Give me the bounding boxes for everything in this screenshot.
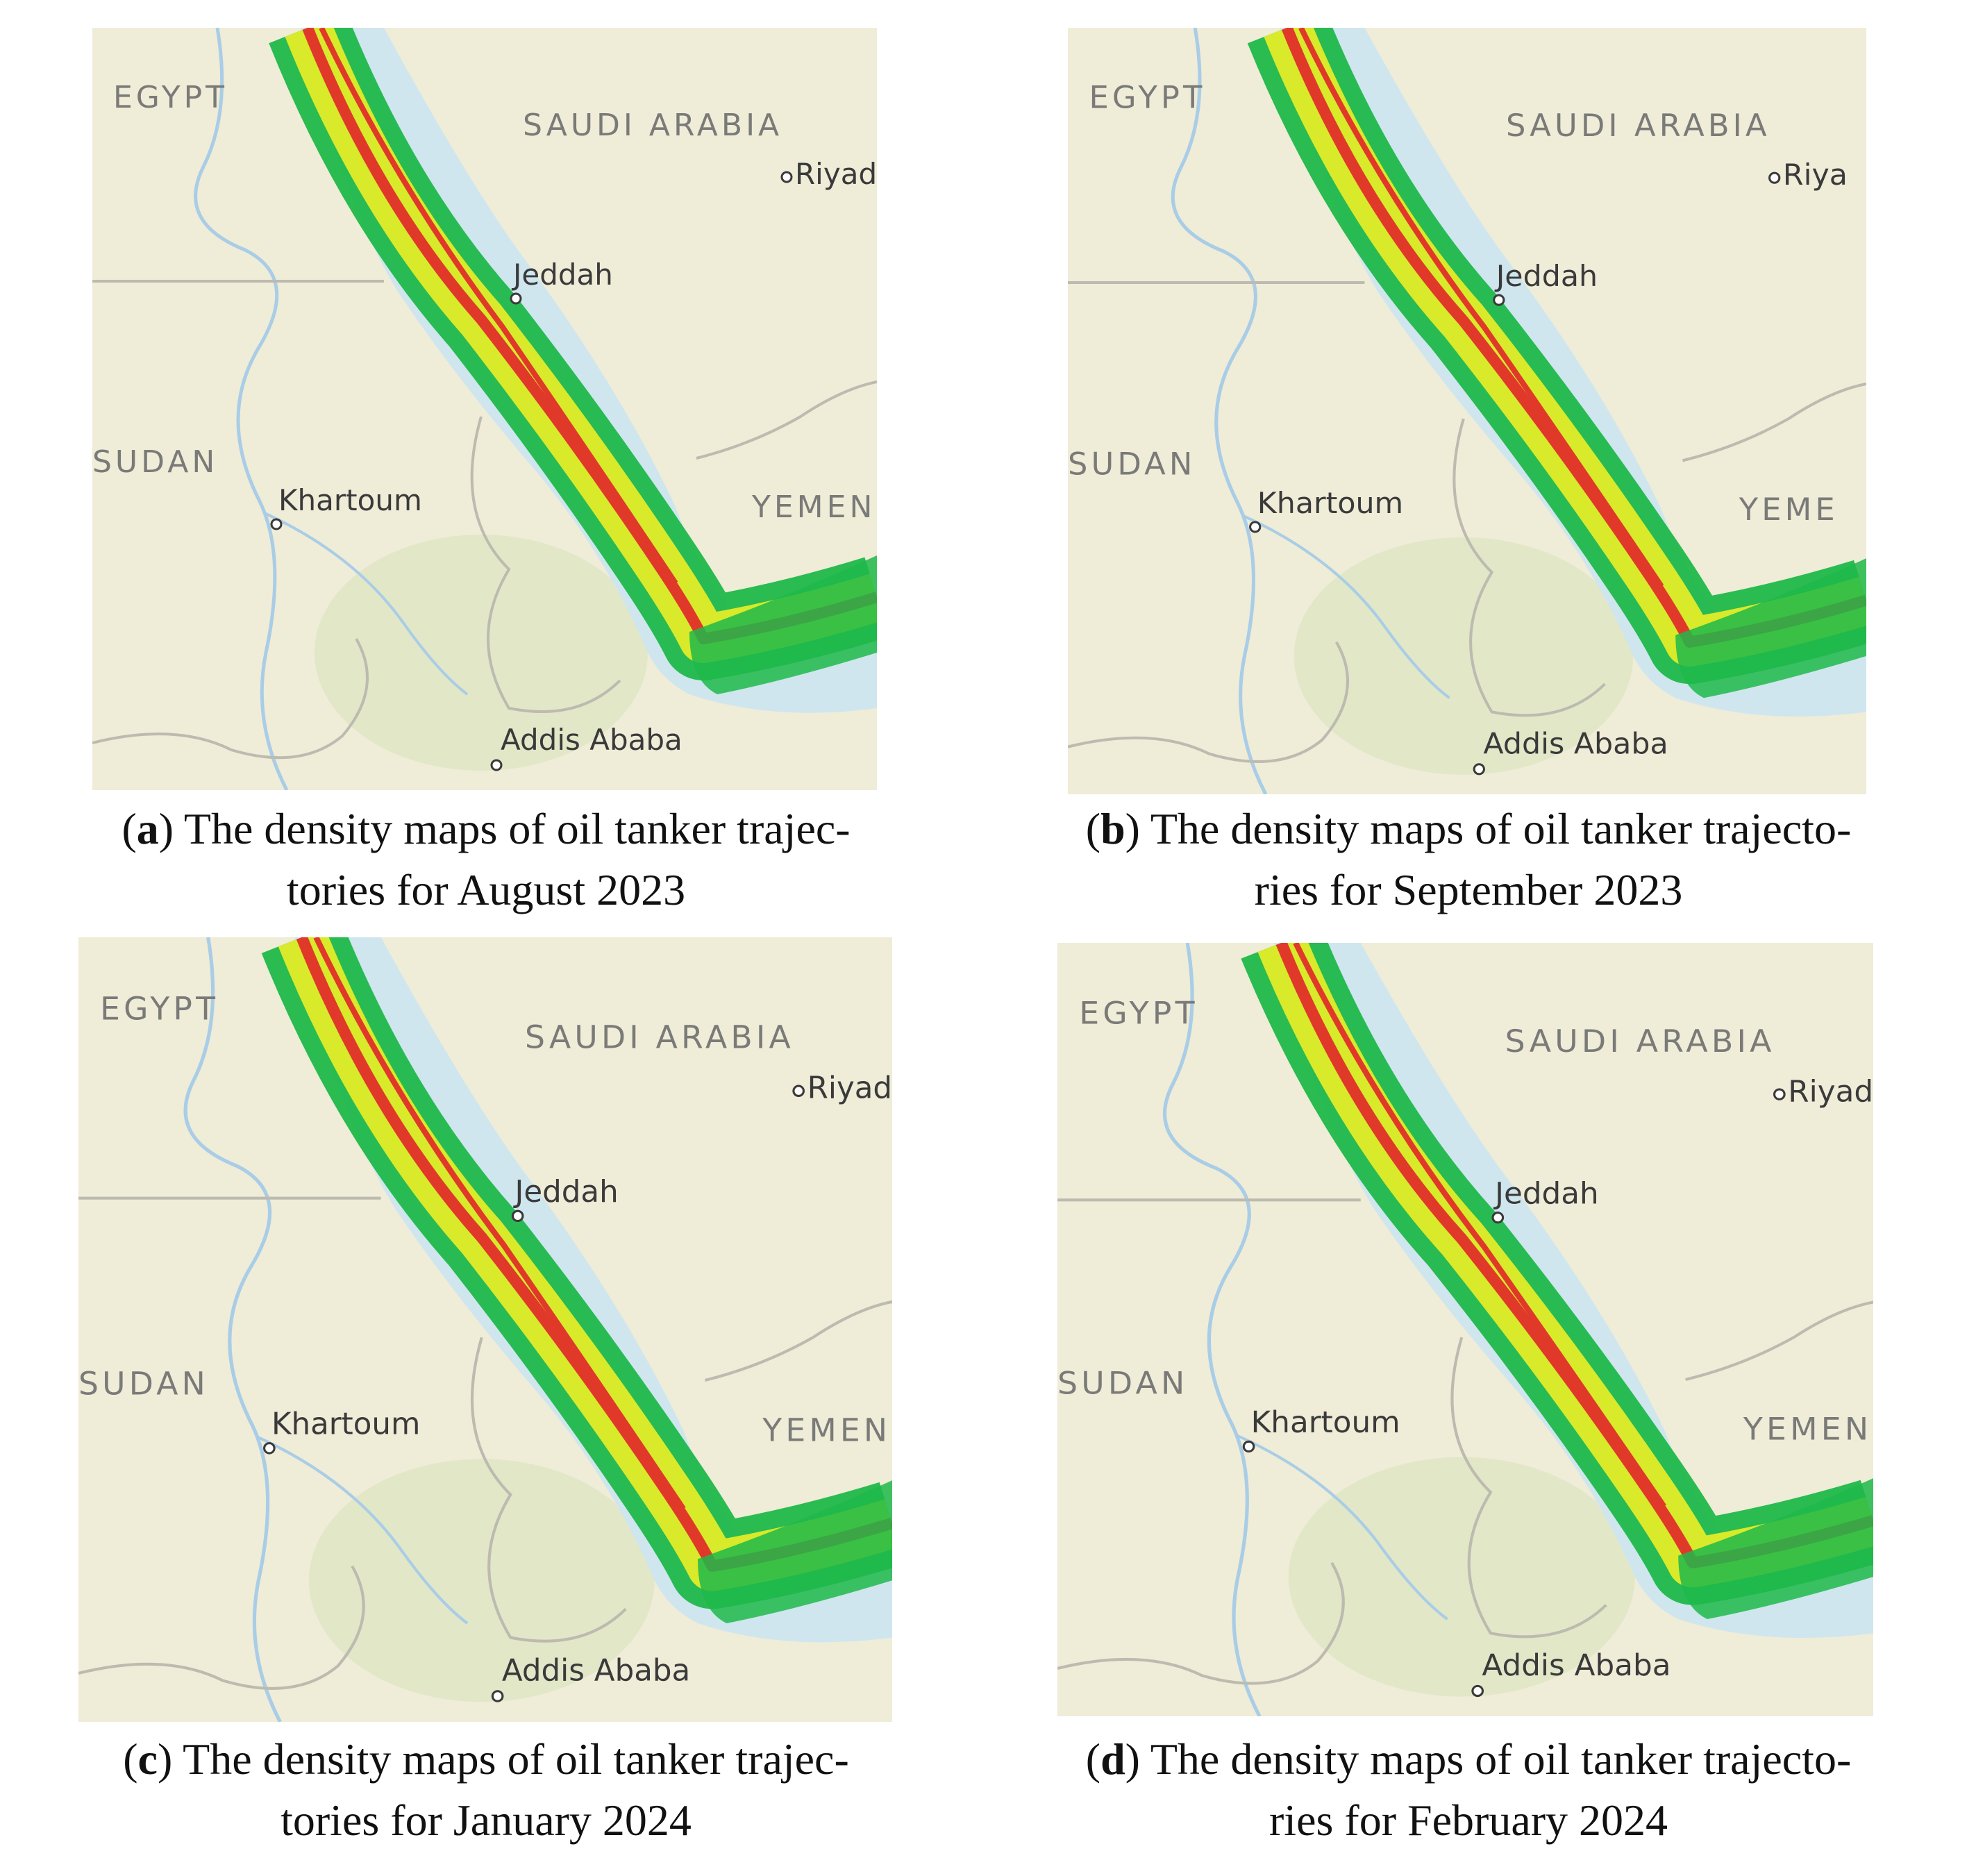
khartoum-marker — [1242, 1440, 1255, 1453]
khartoum-marker — [263, 1442, 276, 1455]
jeddah-label: Jeddah — [1494, 260, 1598, 294]
map-canvas: EGYPT SAUDI ARABIA SUDAN YEMEN Riyad Jeddah Kh… — [1057, 943, 1873, 1716]
khartoum-label: Khartoum — [1257, 487, 1403, 521]
addis-ababa-marker — [1471, 1684, 1484, 1698]
map-canvas: EGYPT SAUDI ARABIA SUDAN YEME Riya Jeddah Khar… — [1068, 28, 1866, 794]
khartoum-label: Khartoum — [1251, 1406, 1400, 1440]
riyadh-marker — [1768, 171, 1781, 184]
blue-nile — [258, 1436, 469, 1625]
map-canvas: EGYPT SAUDI ARABIA SUDAN YEMEN Riyad Jeddah Kh… — [78, 937, 892, 1722]
sudan-south-border — [92, 638, 369, 760]
sudan-label: SUDAN — [1068, 447, 1196, 483]
jeddah-marker — [1493, 294, 1505, 306]
jeddah-marker — [1491, 1212, 1505, 1224]
addis-ababa-label: Addis Ababa — [501, 723, 683, 757]
density-high-secondary — [313, 937, 686, 1511]
ethiopia-border — [470, 1337, 627, 1643]
ethiopia-border — [1452, 418, 1606, 717]
ethiopia-border — [470, 416, 621, 713]
khartoum-label: Khartoum — [278, 483, 422, 517]
gulf-density-low — [1678, 1478, 1873, 1619]
caption-a: (a) The density maps of oil tanker traje… — [122, 804, 851, 914]
sudan-label: SUDAN — [78, 1366, 209, 1402]
gulf-density-low — [1675, 558, 1866, 698]
nile-river — [194, 28, 289, 790]
density-high-secondary — [319, 28, 678, 585]
addis-ababa-label: Addis Ababa — [502, 1653, 690, 1688]
addis-ababa-marker — [491, 1690, 504, 1702]
density-map-a: EGYPT SAUDI ARABIA SUDAN YEMEN Riyad Jeddah Kh… — [92, 28, 877, 790]
red-sea — [294, 937, 892, 1643]
blue-nile — [1237, 1434, 1448, 1620]
riyadh-marker — [780, 171, 793, 183]
addis-ababa-marker — [490, 759, 503, 771]
terrain-shade — [308, 1459, 655, 1702]
nile-river — [1171, 28, 1268, 794]
ethiopia-border — [1450, 1337, 1607, 1639]
caption-c: (c) The density maps of oil tanker traje… — [123, 1734, 849, 1845]
red-sea — [301, 28, 877, 713]
riyadh-marker — [1773, 1088, 1786, 1100]
riyadh-label: Riya — [1783, 158, 1848, 192]
riyadh-marker — [792, 1084, 805, 1098]
terrain-shade — [315, 535, 648, 771]
terrain-shade — [1288, 1457, 1635, 1697]
sudan-south-border — [1068, 641, 1350, 763]
sudan-south-border — [1057, 1561, 1345, 1685]
riyadh-label: Riyad — [795, 157, 877, 191]
egypt-label: EGYPT — [1079, 995, 1198, 1031]
yemen-label: YEMEN — [1743, 1411, 1872, 1447]
addis-ababa-label: Addis Ababa — [1483, 728, 1668, 762]
map-canvas: EGYPT SAUDI ARABIA SUDAN YEMEN Riyad Jeddah Kh… — [92, 28, 877, 790]
saudi-yemen-border — [696, 380, 877, 460]
yemen-label: YEMEN — [762, 1412, 891, 1449]
gulf-density-low — [697, 1480, 892, 1623]
jeddah-label: Jeddah — [513, 1175, 619, 1209]
saudi-arabia-label: SAUDI ARABIA — [525, 1019, 794, 1056]
addis-ababa-label: Addis Ababa — [1482, 1649, 1671, 1683]
sudan-label: SUDAN — [1057, 1365, 1188, 1401]
red-sea — [1273, 943, 1873, 1639]
density-high-secondary — [1298, 28, 1664, 588]
yemen-label: YEME — [1739, 492, 1839, 528]
terrain-shade — [1293, 537, 1634, 775]
saudi-arabia-label: SAUDI ARABIA — [1506, 108, 1770, 144]
khartoum-label: Khartoum — [271, 1407, 420, 1441]
density-map-d: EGYPT SAUDI ARABIA SUDAN YEMEN Riyad Jeddah Kh… — [1057, 943, 1873, 1716]
egypt-label: EGYPT — [1089, 81, 1206, 116]
riyadh-label: Riyad — [807, 1071, 892, 1106]
jeddah-label: Jeddah — [1493, 1177, 1599, 1211]
addis-ababa-marker — [1473, 763, 1485, 776]
egypt-label: EGYPT — [113, 80, 228, 115]
sudan-label: SUDAN — [92, 444, 218, 480]
saudi-yemen-border — [704, 1300, 892, 1382]
jeddah-marker — [510, 292, 522, 305]
red-sea — [1280, 28, 1866, 717]
jeddah-marker — [511, 1209, 524, 1223]
nile-river — [183, 937, 282, 1722]
khartoum-marker — [270, 518, 283, 530]
saudi-yemen-border — [1682, 382, 1866, 462]
density-map-b: EGYPT SAUDI ARABIA SUDAN YEME Riya Jeddah Khar… — [1068, 28, 1866, 794]
saudi-yemen-border — [1685, 1300, 1873, 1382]
caption-d: (d) The density maps of oil tanker traje… — [1085, 1734, 1852, 1845]
density-high-secondary — [1293, 943, 1666, 1508]
riyadh-label: Riyad — [1788, 1075, 1873, 1109]
saudi-arabia-label: SAUDI ARABIA — [523, 108, 782, 143]
khartoum-marker — [1249, 521, 1262, 533]
gulf-density-low — [689, 555, 877, 694]
egypt-label: EGYPT — [100, 991, 219, 1028]
caption-b: (b) The density maps of oil tanker traje… — [1085, 804, 1852, 914]
sudan-south-border — [78, 1565, 365, 1690]
nile-river — [1162, 943, 1262, 1716]
saudi-arabia-label: SAUDI ARABIA — [1505, 1023, 1775, 1060]
density-map-c: EGYPT SAUDI ARABIA SUDAN YEMEN Riyad Jeddah Kh… — [78, 937, 892, 1722]
blue-nile — [265, 512, 469, 696]
jeddah-label: Jeddah — [511, 258, 613, 292]
blue-nile — [1244, 514, 1450, 699]
yemen-label: YEMEN — [751, 489, 876, 525]
